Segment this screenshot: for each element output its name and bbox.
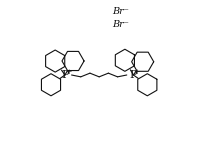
Text: P: P <box>61 70 69 80</box>
Text: +: + <box>65 68 71 76</box>
Text: +: + <box>134 68 140 76</box>
Text: Br⁻: Br⁻ <box>112 7 129 16</box>
Text: P: P <box>130 70 137 80</box>
Text: Br⁻: Br⁻ <box>112 20 129 29</box>
